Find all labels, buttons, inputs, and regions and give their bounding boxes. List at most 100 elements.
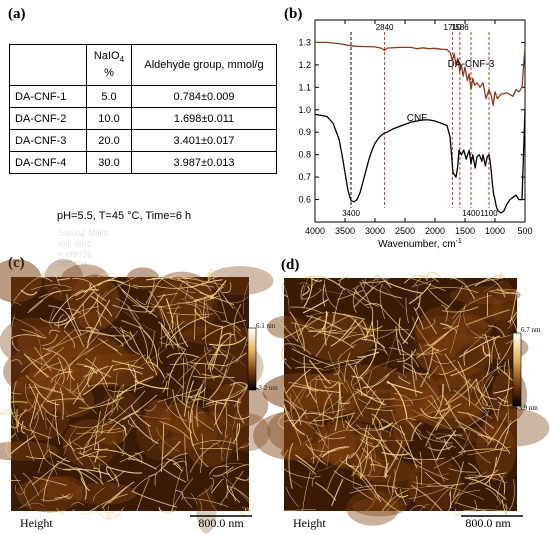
afm-fiber [167, 357, 180, 397]
afm-fiber [388, 347, 419, 368]
afm-fiber [374, 277, 408, 312]
x-tick-label: 2000 [425, 226, 445, 236]
afm-texture [352, 497, 407, 517]
afm-fiber [156, 427, 180, 452]
afm-fiber [283, 398, 302, 426]
afm-fiber [503, 361, 508, 375]
header-naio4-label: NaIO [93, 50, 120, 63]
afm-fiber [30, 284, 72, 291]
afm-fiber [63, 426, 77, 456]
afm-fiber [485, 405, 491, 444]
afm-fiber [283, 334, 309, 357]
afm-fiber [349, 488, 373, 494]
afm-fiber [21, 420, 26, 434]
afm-fiber [0, 409, 15, 415]
afm-fiber [222, 282, 232, 293]
afm-fiber [181, 357, 185, 403]
afm-fiber [302, 412, 335, 421]
afm-fiber [112, 367, 143, 375]
afm-fiber [441, 306, 479, 313]
afm-texture [481, 409, 550, 447]
afm-fiber [30, 412, 39, 436]
afm-texture [416, 306, 467, 359]
afm-fiber [301, 277, 309, 303]
afm-fiber [452, 461, 464, 499]
afm-fiber [480, 365, 501, 397]
afm-fiber [78, 329, 116, 338]
y-tick-label: 0.6 [298, 195, 311, 205]
afm-fiber [495, 419, 518, 449]
afm-fiber [338, 276, 350, 287]
afm-fiber [186, 303, 202, 314]
afm-fiber [49, 308, 55, 328]
afm-fiber [115, 474, 120, 488]
afm-fiber [310, 277, 323, 282]
afm-fiber [398, 375, 411, 385]
afm-fiber [466, 309, 510, 326]
afm-fiber [227, 414, 250, 420]
afm-fiber [128, 420, 139, 429]
afm-fiber [175, 394, 215, 404]
afm-fiber [147, 361, 165, 378]
afm-fiber [368, 450, 373, 477]
afm-fiber [483, 383, 499, 421]
afm-fiber [315, 378, 321, 417]
afm-fiber [132, 473, 158, 492]
afm-fiber [295, 366, 324, 370]
afm-fiber [468, 469, 499, 485]
afm-fiber [391, 449, 405, 493]
afm-fiber [112, 304, 155, 313]
afm-fiber [283, 316, 322, 339]
afm-texture [206, 265, 274, 296]
afm-fiber [356, 485, 398, 490]
afm-fiber [417, 432, 453, 444]
afm-fiber [463, 380, 473, 393]
afm-fiber [122, 394, 158, 421]
afm-fiber [97, 279, 125, 287]
afm-fiber [93, 487, 105, 502]
afm-fiber [434, 404, 452, 430]
afm-fiber [103, 507, 117, 514]
afm-fiber [321, 446, 350, 458]
afm-fiber [54, 317, 76, 326]
afm-fiber [86, 330, 131, 337]
cell-sample: DA-CNF-4 [9, 151, 87, 174]
afm-fiber [184, 380, 194, 417]
afm-fiber [82, 365, 114, 396]
afm-fiber [466, 412, 495, 442]
afm-fiber [193, 309, 224, 328]
afm-fiber [294, 322, 304, 348]
afm-fiber [220, 320, 241, 332]
afm-fiber [110, 326, 126, 333]
afm-fiber [491, 336, 498, 364]
scale-label-d: 800.0 nm [465, 516, 511, 530]
afm-texture [55, 383, 95, 418]
afm-fiber [226, 464, 250, 474]
afm-fiber [474, 275, 507, 287]
afm-texture [39, 475, 84, 501]
afm-fiber [356, 424, 370, 432]
afm-fiber [457, 360, 470, 407]
afm-fiber [301, 289, 322, 300]
afm-fiber [121, 320, 143, 329]
afm-fiber [400, 488, 407, 506]
header-naio4: NaIO4 % [86, 44, 132, 86]
afm-fiber [303, 277, 313, 308]
afm-fiber [29, 392, 39, 427]
afm-fiber [158, 347, 163, 364]
afm-fiber [313, 418, 324, 442]
panel-label-b: (b) [284, 6, 303, 22]
afm-fiber [377, 494, 404, 512]
afm-fiber [449, 307, 466, 332]
afm-colorbar [512, 332, 522, 407]
afm-fiber [324, 279, 338, 309]
afm-fiber [63, 330, 75, 348]
afm-fiber [427, 445, 454, 451]
afm-fiber [450, 353, 490, 377]
afm-fiber [165, 304, 180, 349]
afm-fiber [145, 276, 165, 313]
afm-fiber [87, 367, 94, 388]
afm-fiber [353, 392, 364, 417]
afm-fiber [464, 277, 504, 288]
afm-fiber [176, 345, 189, 372]
